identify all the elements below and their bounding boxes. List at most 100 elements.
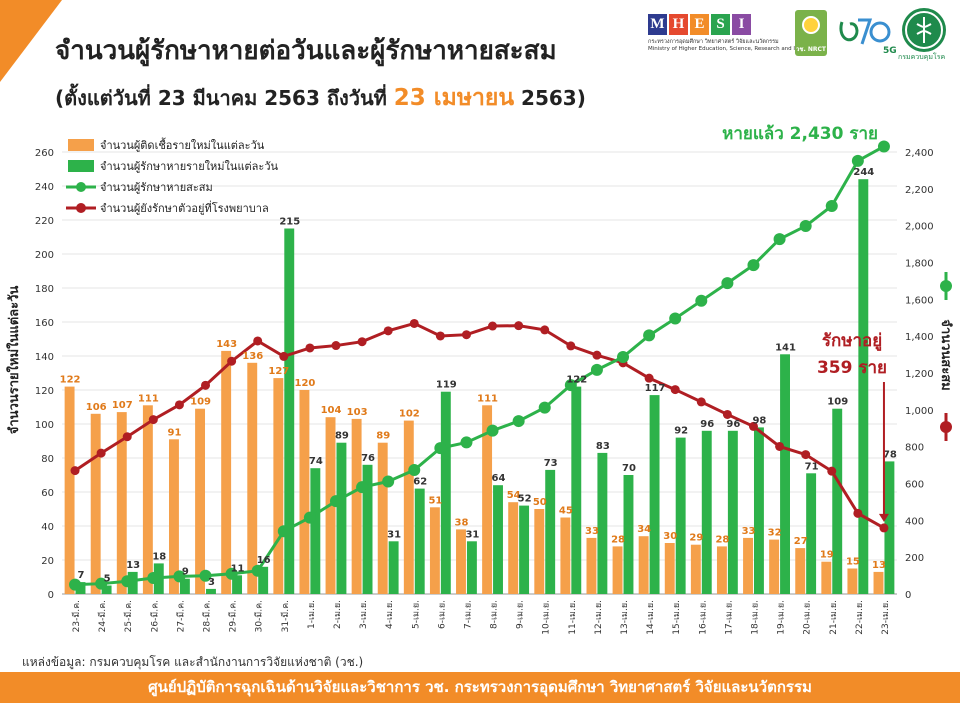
x-tick-label: 23-มี.ค. <box>71 600 82 632</box>
point-cumulative-recovered <box>799 220 812 233</box>
legend-label: จำนวนผู้ติดเชื้อรายใหม่ในแต่ละวัน <box>100 137 265 152</box>
x-tick-label: 25-มี.ค. <box>123 600 134 632</box>
label-new-recovered: 244 <box>853 167 874 178</box>
label-new-cases: 33 <box>585 526 599 537</box>
point-cumulative-recovered <box>617 350 630 363</box>
mhesi-logo-letter: H <box>669 14 688 35</box>
point-cumulative-recovered <box>69 578 82 591</box>
legend-swatch-dot <box>76 203 86 213</box>
label-new-recovered: 96 <box>700 419 714 430</box>
bar-new-recovered <box>858 179 869 594</box>
point-in-hospital <box>644 373 654 383</box>
point-cumulative-recovered <box>877 140 890 153</box>
side-marker-red-dot <box>940 421 952 433</box>
x-tick-label: 10-เม.ย. <box>542 600 552 635</box>
y2-tick-label: 200 <box>905 553 924 564</box>
point-cumulative-recovered <box>460 436 473 449</box>
bar-new-recovered <box>310 468 321 594</box>
label-new-cases: 102 <box>399 409 420 420</box>
bar-new-cases <box>873 571 884 594</box>
label-new-recovered: 109 <box>827 397 848 408</box>
annotation-recovered-total: หายแล้ว 2,430 ราย <box>722 124 878 144</box>
y-tick-label: 80 <box>41 454 54 465</box>
point-cumulative-recovered <box>851 154 864 167</box>
point-in-hospital <box>827 466 837 476</box>
x-tick-label: 14-เม.ย. <box>646 600 656 635</box>
y-tick-label: 140 <box>35 352 54 363</box>
label-new-recovered: 13 <box>126 560 140 571</box>
bar-new-recovered <box>206 588 216 594</box>
bar-new-recovered <box>440 391 451 594</box>
point-in-hospital <box>488 321 498 331</box>
bar-new-cases <box>482 405 493 594</box>
x-tick-label: 8-เม.ย. <box>490 600 500 629</box>
point-in-hospital <box>174 400 184 410</box>
label-new-cases: 27 <box>794 536 808 547</box>
point-in-hospital <box>722 409 732 419</box>
y2-tick-label: 800 <box>905 443 924 454</box>
label-new-cases: 111 <box>138 393 159 404</box>
mhesi-logo-letter: M <box>648 14 667 35</box>
label-new-recovered: 89 <box>335 431 349 442</box>
bar-new-cases <box>690 544 701 594</box>
bar-new-recovered <box>232 575 243 594</box>
bar-new-recovered <box>649 395 660 594</box>
point-in-hospital <box>801 450 811 460</box>
bar-new-cases <box>169 439 179 594</box>
y-tick-label: 40 <box>41 522 54 533</box>
point-cumulative-recovered <box>643 329 656 342</box>
point-cumulative-recovered <box>721 277 734 290</box>
bar-new-cases <box>195 408 206 594</box>
point-in-hospital <box>122 432 132 442</box>
x-tick-label: 21-เม.ย. <box>829 600 839 635</box>
legend-swatch <box>68 160 94 172</box>
y2-tick-label: 1,000 <box>905 406 934 417</box>
label-new-cases: 45 <box>559 506 573 517</box>
point-cumulative-recovered <box>590 363 603 376</box>
y-tick-label: 60 <box>41 488 54 499</box>
point-in-hospital <box>279 351 289 361</box>
bar-new-recovered <box>284 228 295 594</box>
point-cumulative-recovered <box>564 379 577 392</box>
y-tick-label: 20 <box>41 556 54 567</box>
point-in-hospital <box>592 350 602 360</box>
point-in-hospital <box>96 448 106 458</box>
bar-new-cases <box>64 386 75 594</box>
bar-new-recovered <box>623 475 634 594</box>
label-new-cases: 54 <box>507 490 521 501</box>
label-new-recovered: 64 <box>492 473 506 484</box>
label-new-cases: 109 <box>190 397 211 408</box>
bar-new-cases <box>560 517 571 594</box>
bar-new-cases <box>299 390 310 594</box>
bar-new-recovered <box>780 354 790 594</box>
recovery-chart: 0 20 40 60 80 100 120 140 160 180 200 220 240 260 0 200… <box>5 124 954 635</box>
label-new-cases: 107 <box>112 400 133 411</box>
point-cumulative-recovered <box>512 415 525 428</box>
bar-new-cases <box>273 378 284 594</box>
bar-new-recovered <box>179 578 190 594</box>
point-in-hospital <box>775 441 785 451</box>
label-new-cases: 120 <box>294 378 315 389</box>
seventy-year-logo: 5G <box>839 18 896 56</box>
bar-new-recovered <box>258 566 269 594</box>
bar-new-cases <box>716 546 727 594</box>
label-new-cases: 33 <box>742 526 756 537</box>
x-tick-label: 19-เม.ย. <box>777 600 787 635</box>
mhesi-caption-en: Ministry of Higher Education, Science, R… <box>648 46 823 52</box>
legend-swatch <box>68 139 94 151</box>
label-new-cases: 38 <box>455 517 469 528</box>
legend-label: จำนวนผู้รักษาหายสะสม <box>100 181 213 194</box>
label-new-recovered: 78 <box>883 449 897 460</box>
x-tick-label: 9-เม.ย. <box>516 600 526 629</box>
bar-new-cases <box>142 405 153 594</box>
bar-new-recovered <box>884 461 895 594</box>
bar-new-recovered <box>675 437 686 594</box>
x-tick-label: 17-เม.ย. <box>724 600 734 635</box>
corner-decoration <box>0 0 62 82</box>
bar-new-cases <box>795 548 806 594</box>
x-tick-label: 12-เม.ย. <box>594 600 604 635</box>
point-in-hospital <box>70 466 80 476</box>
label-new-recovered: 122 <box>566 375 587 386</box>
point-cumulative-recovered <box>121 575 134 588</box>
